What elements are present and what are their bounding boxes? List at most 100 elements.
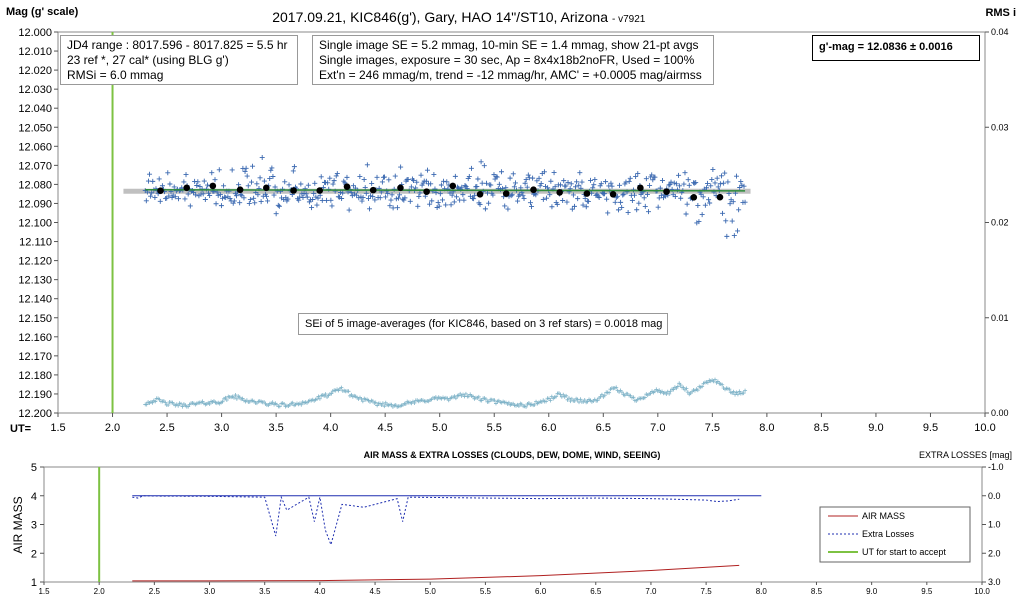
rms-point [453, 396, 458, 401]
rms-point [316, 394, 321, 399]
single-image-point [724, 233, 730, 239]
single-image-point [626, 179, 632, 185]
rms-point [671, 387, 676, 392]
rms-point [232, 395, 237, 400]
single-image-point [644, 192, 650, 198]
single-image-point [706, 197, 712, 203]
rms-point [299, 402, 304, 407]
rms-point [720, 382, 725, 387]
single-image-point [518, 185, 524, 191]
rms-point [180, 404, 185, 409]
single-image-point [645, 209, 651, 215]
y-axis-title: Mag (g' scale) [6, 6, 79, 18]
single-image-point [233, 193, 239, 199]
rms-point [700, 384, 705, 389]
y2-tick-label: 2.0 [988, 548, 1001, 558]
single-image-point [150, 178, 156, 184]
rms-point [737, 389, 742, 394]
x-tick-label: 10.0 [974, 422, 995, 434]
rms-point [233, 393, 238, 398]
single-image-point [312, 180, 318, 186]
single-image-point [268, 167, 274, 173]
single-image-point [574, 179, 580, 185]
single-image-point [536, 175, 542, 181]
single-image-point [468, 165, 474, 171]
rms-point [207, 402, 212, 407]
rms-point [382, 404, 387, 409]
single-image-point [453, 194, 459, 200]
single-image-point [340, 190, 346, 196]
single-image-point [592, 177, 598, 183]
average-point [183, 184, 190, 192]
single-image-point [319, 197, 325, 203]
single-image-point [520, 192, 526, 198]
single-image-point [684, 201, 690, 207]
single-image-point [382, 174, 388, 180]
single-image-point [558, 182, 564, 188]
single-image-point [429, 198, 435, 204]
single-image-point [585, 198, 591, 204]
single-image-point [362, 185, 368, 191]
single-image-point [503, 185, 509, 191]
single-image-point [658, 192, 664, 198]
single-image-point [582, 196, 588, 202]
single-image-point [657, 185, 663, 191]
y-tick-label: 12.080 [18, 179, 52, 191]
y-tick-label: 12.020 [18, 65, 52, 77]
single-image-point [614, 193, 620, 199]
single-image-point [527, 200, 533, 206]
rms-point [614, 385, 619, 390]
single-image-point [330, 181, 336, 187]
single-image-point [655, 204, 661, 210]
single-image-point [522, 180, 528, 186]
single-image-point [206, 190, 212, 196]
x-tick-label: 3.5 [259, 587, 271, 596]
average-point [609, 191, 617, 198]
single-image-point [517, 192, 523, 198]
x-tick-label: 9.5 [921, 587, 933, 596]
y2-tick-label: 0.0 [988, 491, 1001, 501]
single-image-point [276, 203, 282, 209]
single-image-point [397, 192, 403, 198]
single-image-point [634, 207, 640, 213]
y-tick-label: 12.000 [18, 27, 52, 39]
single-image-point [459, 184, 465, 190]
rms-point [403, 401, 408, 406]
single-image-point [472, 192, 478, 198]
single-image-point [643, 176, 649, 182]
x-tick-label: 8.0 [756, 587, 768, 596]
single-image-point [236, 182, 242, 188]
x-tick-label: 3.0 [204, 587, 216, 596]
single-image-point [707, 200, 713, 206]
single-image-point [597, 183, 603, 189]
average-point [637, 184, 644, 192]
single-image-point [730, 199, 736, 205]
single-image-point [250, 163, 256, 169]
single-image-point [324, 197, 330, 203]
average-point [316, 187, 324, 194]
rms-point [144, 402, 149, 407]
y2-tick-label: 3.0 [988, 577, 1001, 587]
single-image-point [223, 195, 229, 201]
rms-point [150, 400, 155, 405]
average-point [397, 184, 404, 192]
rms-point [223, 395, 228, 400]
single-image-point [641, 195, 647, 201]
single-image-point [156, 176, 162, 182]
single-image-point [209, 170, 215, 176]
single-image-point [300, 195, 306, 201]
rms-point [561, 392, 566, 397]
single-image-point [183, 172, 189, 178]
single-image-point [436, 203, 442, 209]
single-image-point [696, 219, 702, 225]
single-image-point [588, 177, 594, 183]
single-image-point [333, 173, 339, 179]
single-image-point [447, 190, 453, 196]
rms-point [506, 400, 511, 405]
x-tick-label: 5.5 [480, 587, 492, 596]
single-image-point [364, 162, 370, 168]
single-image-point [207, 192, 213, 198]
single-image-point [698, 191, 704, 197]
single-image-point [508, 193, 514, 199]
single-image-point [303, 191, 309, 197]
